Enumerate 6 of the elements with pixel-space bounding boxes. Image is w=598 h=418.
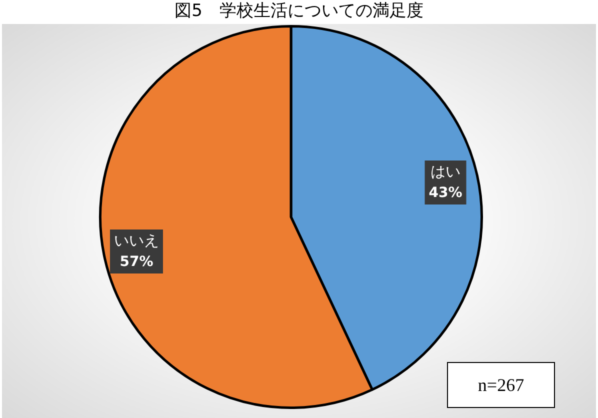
slice-label: いいえ <box>114 231 159 250</box>
data-label: 57% <box>120 254 154 270</box>
slice-label: はい <box>430 162 461 180</box>
data-label: 43% <box>428 185 462 202</box>
text: n=267 <box>447 362 555 408</box>
chart-title: 図5 学校生活についての満足度 <box>174 0 424 22</box>
